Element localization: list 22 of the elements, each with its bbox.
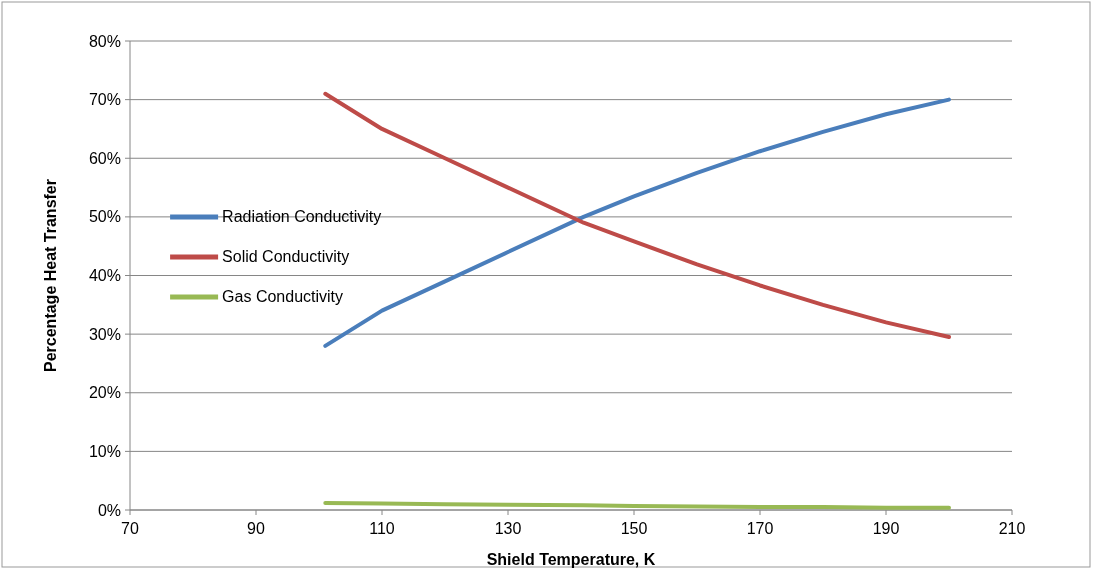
y-tick-label: 20% xyxy=(88,384,121,402)
x-tick-label: 90 xyxy=(247,520,265,537)
x-tick-label: 190 xyxy=(872,520,900,537)
y-axis-title: Percentage Heat Transfer xyxy=(42,179,59,372)
x-tick-label: 210 xyxy=(998,520,1026,537)
x-axis-title: Shield Temperature, K xyxy=(486,551,656,568)
y-tick-label: 10% xyxy=(88,442,121,460)
legend-label: Gas Conductivity xyxy=(222,288,344,306)
y-tick-label: 70% xyxy=(88,91,121,109)
y-tick-label: 60% xyxy=(88,149,121,167)
x-tick-label: 130 xyxy=(494,520,522,537)
y-tick-label: 80% xyxy=(88,32,121,50)
y-tick-label: 50% xyxy=(88,208,121,226)
x-tick-label: 110 xyxy=(369,520,395,537)
y-tick-label: 30% xyxy=(88,325,121,343)
x-tick-label: 70 xyxy=(121,520,139,537)
y-tick-label: 0% xyxy=(97,501,121,519)
legend-label: Radiation Conductivity xyxy=(222,208,382,226)
x-tick-label: 170 xyxy=(746,520,774,537)
y-tick-label: 40% xyxy=(88,267,121,285)
legend-label: Solid Conductivity xyxy=(222,248,350,266)
x-tick-label: 150 xyxy=(620,520,648,537)
